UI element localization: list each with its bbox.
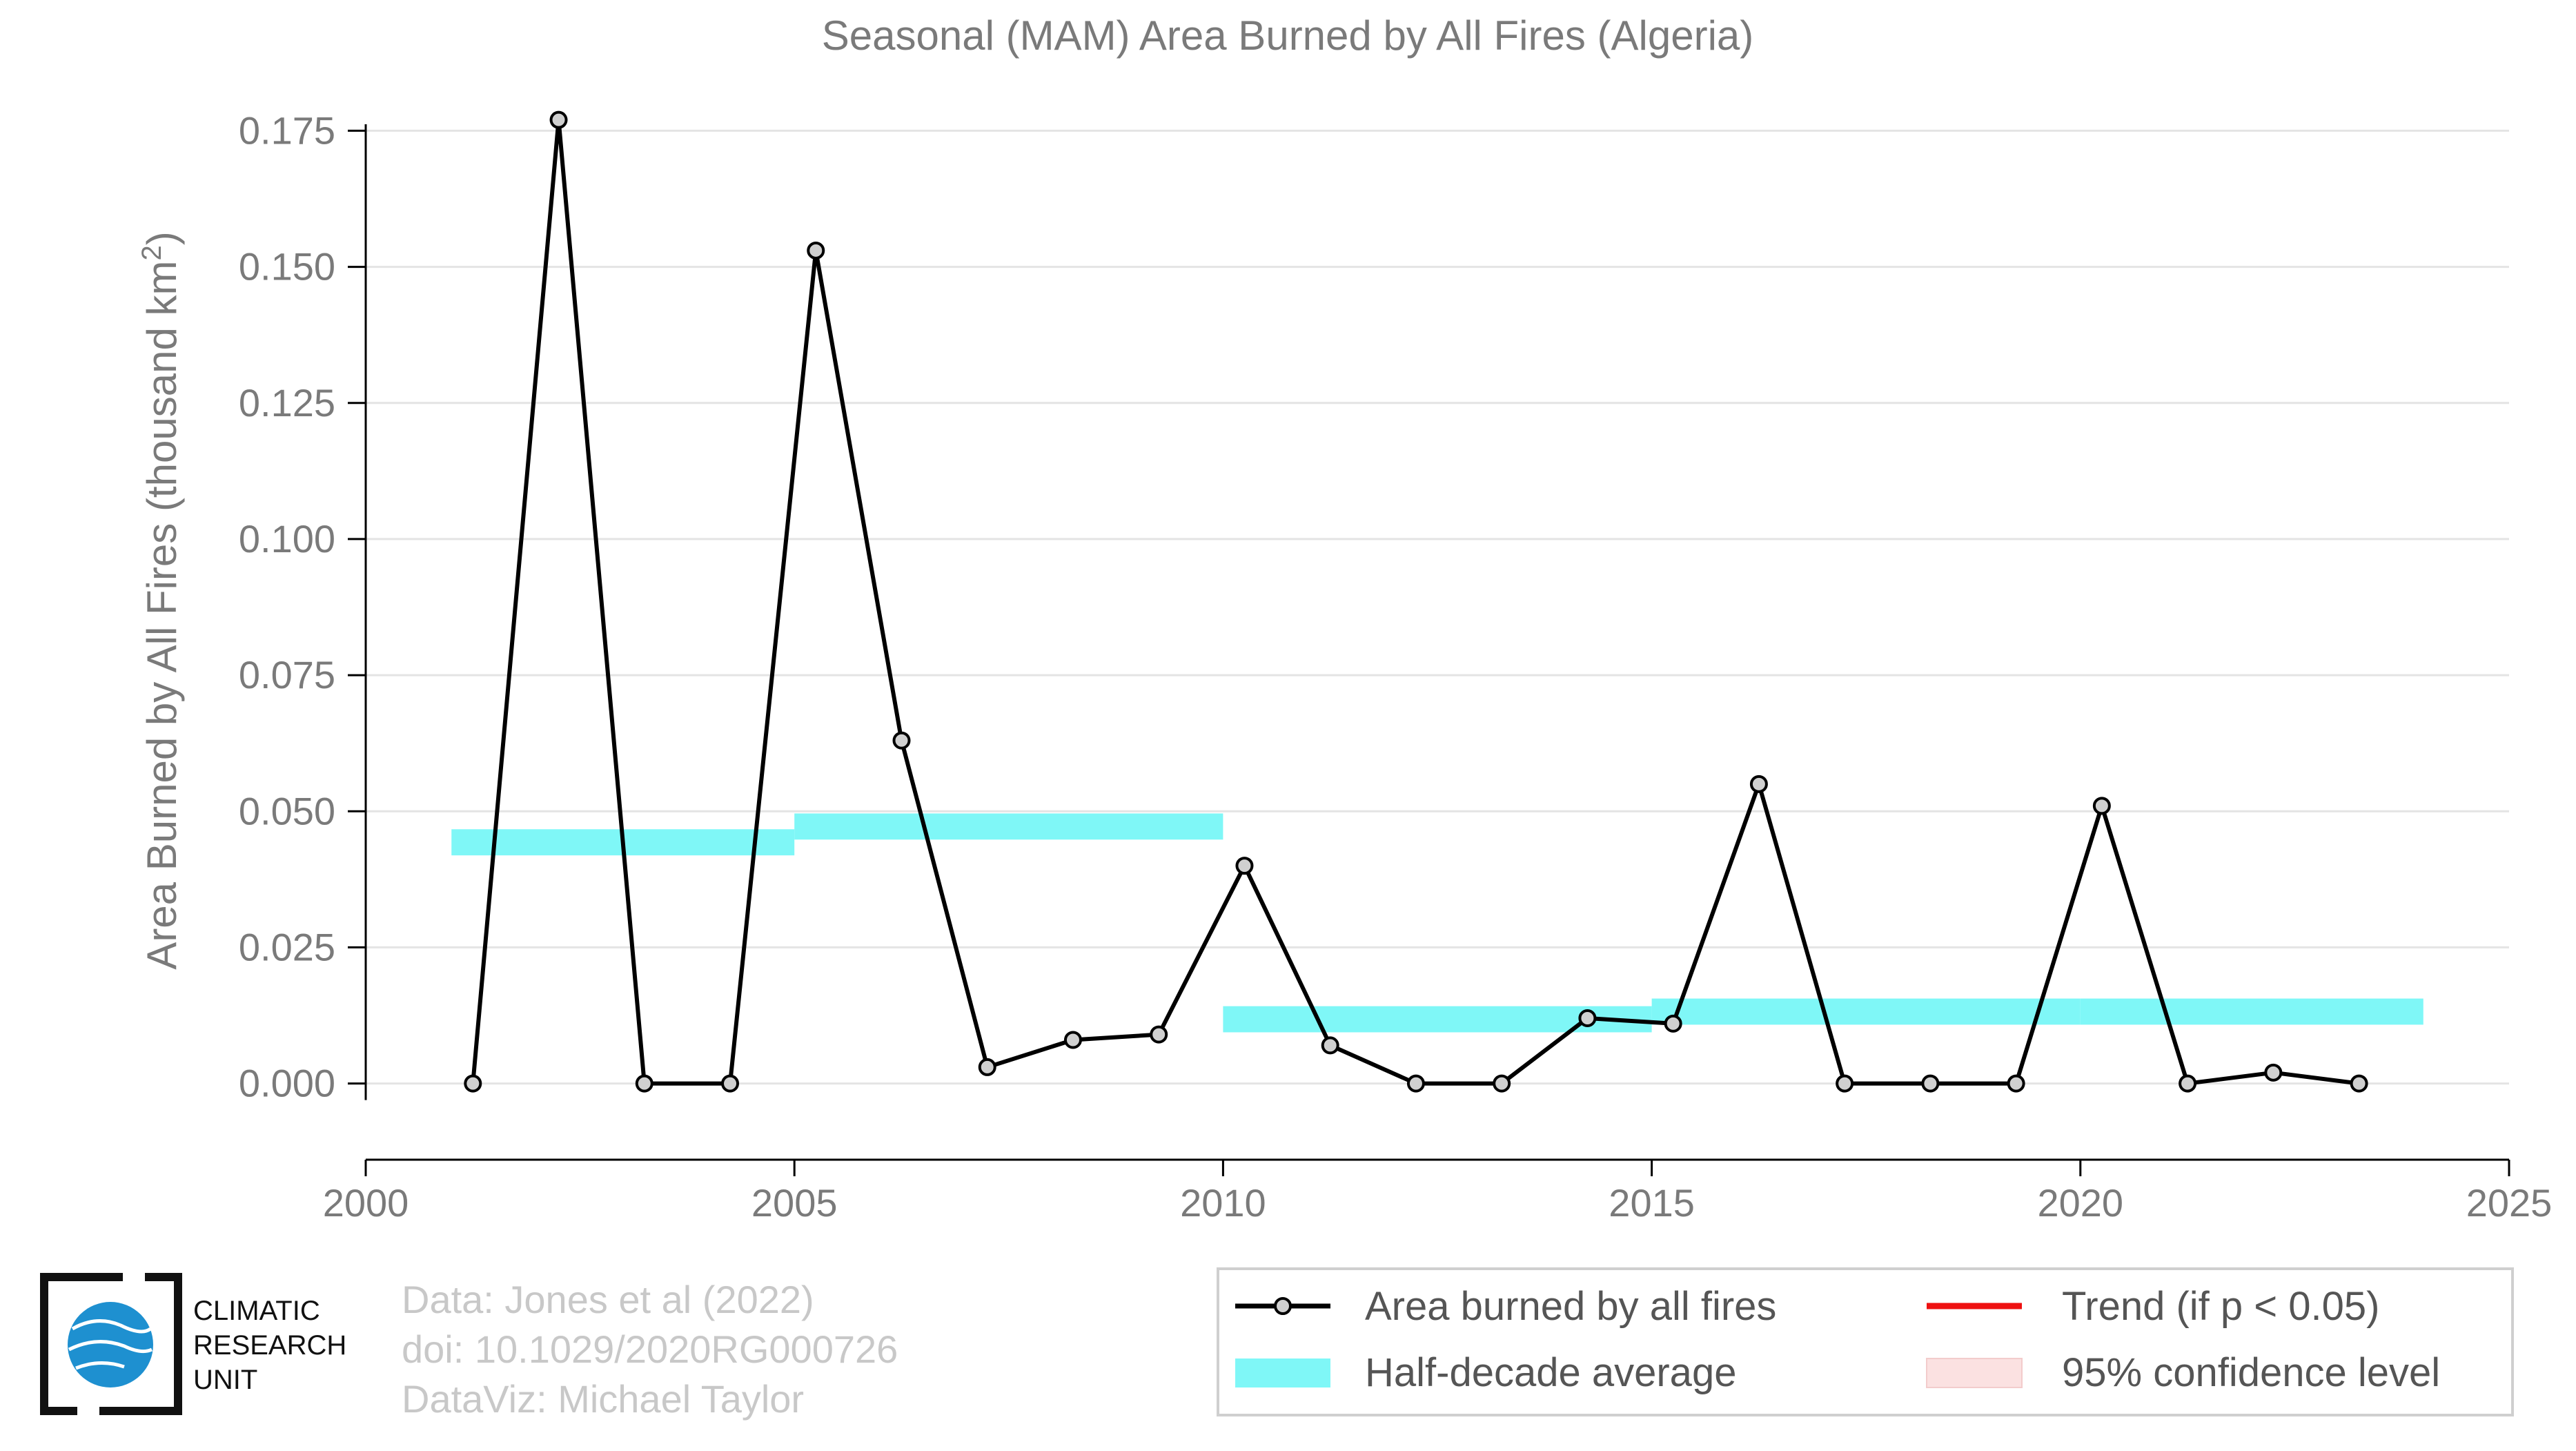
credits-doi: doi: 10.1029/2020RG000726 [402,1327,898,1371]
axes [364,124,2509,1161]
y-tick-label-6: 0.150 [239,245,335,289]
data-point-15 [1749,775,1768,793]
data-point-12 [1493,1074,1511,1093]
y-tick-label-2: 0.050 [239,789,335,832]
half-decade-band-1 [794,813,1223,840]
x-tick-label-3: 2015 [1609,1181,1695,1225]
legend-marker-swatch [1274,1297,1292,1315]
data-point-18 [2007,1074,2025,1093]
y-tick-labels: 0.000 0.025 0.050 0.075 0.100 0.125 0.150 0.175 [239,108,366,1105]
half-decade-bands [451,813,2423,1033]
legend-label-confidence: 95% confidence level [2062,1350,2440,1395]
logo-frame [40,1273,123,1415]
data-point-11 [1406,1074,1425,1093]
credits: Data: Jones et al (2022) doi: 10.1029/20… [402,1278,898,1421]
logo-line-1: CLIMATIC [193,1296,320,1326]
credits-dataviz: DataViz: Michael Taylor [402,1377,804,1421]
y-tick-label-0: 0.000 [239,1062,335,1105]
x-tick-labels: 2000 2005 2010 2015 2020 2025 [323,1160,2553,1225]
legend-label-trend: Trend (if p < 0.05) [2062,1284,2379,1329]
data-point-17 [1921,1074,1940,1093]
legend-label-halfdecade: Half-decade average [1365,1350,1736,1395]
data-point-13 [1578,1009,1597,1027]
data-point-4 [807,241,825,260]
data-point-9 [1235,857,1254,875]
legend: Area burned by all fires Trend (if p < 0… [1217,1267,2514,1416]
series-line-0 [471,117,2359,1086]
y-tick-label-1: 0.025 [239,925,335,968]
y-axis-label: Area Burned by All Fires (thousand km2) [137,231,185,969]
data-point-8 [1150,1025,1168,1044]
data-point-19 [2092,797,2111,815]
data-point-14 [1664,1014,1682,1033]
y-axis-label-superscript: 2 [137,245,167,260]
x-tick-label-4: 2020 [2038,1181,2124,1225]
data-point-10 [1321,1036,1339,1055]
x-tick-label-0: 2000 [323,1181,409,1225]
half-decade-band-4 [2080,998,2423,1025]
y-tick-label-7: 0.175 [239,108,335,152]
y-tick-label-5: 0.125 [239,381,335,425]
data-point-0 [464,1074,482,1093]
data-point-21 [2264,1063,2283,1082]
half-decade-band-3 [1651,998,2081,1025]
x-tick-label-2: 2010 [1180,1181,1266,1225]
y-tick-label-4: 0.100 [239,517,335,561]
legend-label-area: Area burned by all fires [1365,1284,1776,1329]
legend-confidence-swatch [1926,1358,2023,1388]
globe-swirl [68,1319,153,1370]
data-point-2 [635,1074,653,1093]
y-tick-label-3: 0.075 [239,653,335,697]
logo-line-3: UNIT [193,1365,257,1395]
x-tick-label-5: 2025 [2466,1181,2553,1225]
legend-box [1217,1267,2514,1416]
logo-line-2: RESEARCH [193,1330,346,1361]
data-point-6 [978,1058,996,1076]
data-point-20 [2179,1074,2197,1093]
credits-data: Data: Jones et al (2022) [402,1278,814,1321]
gridlines [366,129,2509,1085]
cru-logo: CLIMATIC RESEARCH UNIT [40,1273,346,1415]
data-point-16 [1836,1074,1854,1093]
x-tick-label-1: 2005 [751,1181,838,1225]
logo-frame-right [99,1273,182,1415]
legend-band-swatch [1235,1359,1330,1387]
data-point-1 [549,110,568,129]
data-point-5 [892,731,911,750]
chart-title: Seasonal (MAM) Area Burned by All Fires … [822,12,1754,59]
data-point-7 [1063,1031,1082,1049]
series-area-burned [464,110,2368,1093]
data-point-3 [721,1074,740,1093]
data-point-22 [2350,1074,2368,1093]
